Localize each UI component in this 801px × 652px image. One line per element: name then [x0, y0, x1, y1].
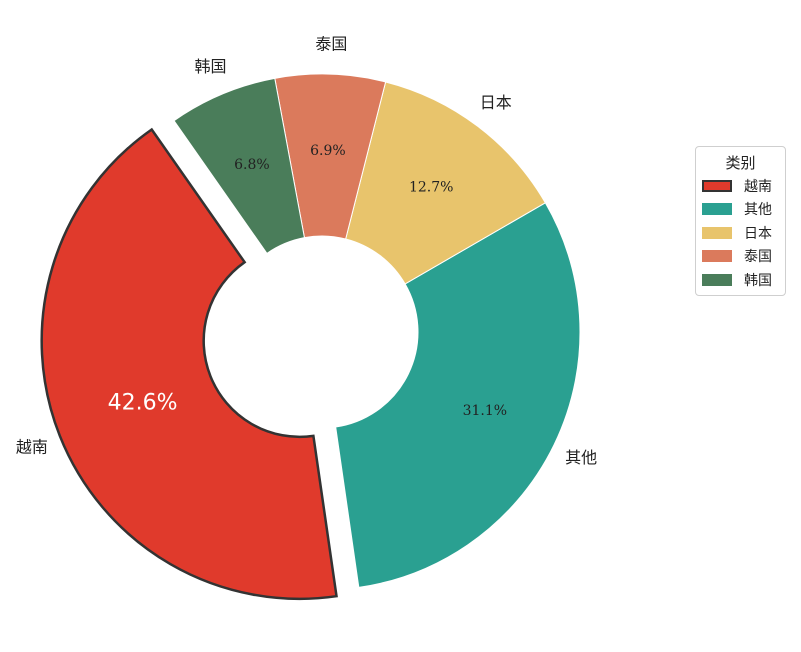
category-label-1: 其他: [565, 448, 597, 467]
legend-label-0: 越南: [744, 178, 772, 195]
legend: 类别 越南其他日本泰国韩国: [695, 146, 786, 296]
legend-swatch-4: [702, 273, 732, 286]
legend-item-1: 其他: [696, 198, 785, 222]
category-label-4: 韩国: [195, 57, 227, 76]
category-label-2: 日本: [480, 93, 512, 112]
category-label-3: 泰国: [315, 35, 347, 54]
value-label-0: 42.6%: [108, 391, 178, 416]
slice-2: [345, 81, 546, 285]
legend-item-2: 日本: [696, 221, 785, 245]
legend-swatch-2: [702, 226, 732, 239]
legend-title: 类别: [725, 154, 756, 172]
legend-label-4: 韩国: [744, 272, 772, 289]
legend-label-2: 日本: [744, 225, 772, 242]
slice-0: [40, 127, 338, 601]
slice-1: [335, 202, 581, 588]
legend-swatch-1: [702, 203, 732, 216]
slice-4: [173, 77, 306, 255]
legend-item-4: 韩国: [696, 268, 785, 292]
value-label-3: 6.9%: [310, 143, 346, 159]
value-label-1: 31.1%: [463, 403, 507, 419]
legend-swatch-0: [702, 179, 732, 192]
legend-label-1: 其他: [744, 202, 772, 219]
value-label-4: 6.8%: [234, 157, 270, 173]
category-label-0: 越南: [16, 437, 48, 456]
value-label-2: 12.7%: [409, 180, 453, 196]
legend-item-3: 泰国: [696, 245, 785, 269]
legend-item-0: 越南: [696, 174, 785, 198]
legend-label-3: 泰国: [744, 249, 772, 266]
legend-swatch-3: [702, 250, 732, 263]
